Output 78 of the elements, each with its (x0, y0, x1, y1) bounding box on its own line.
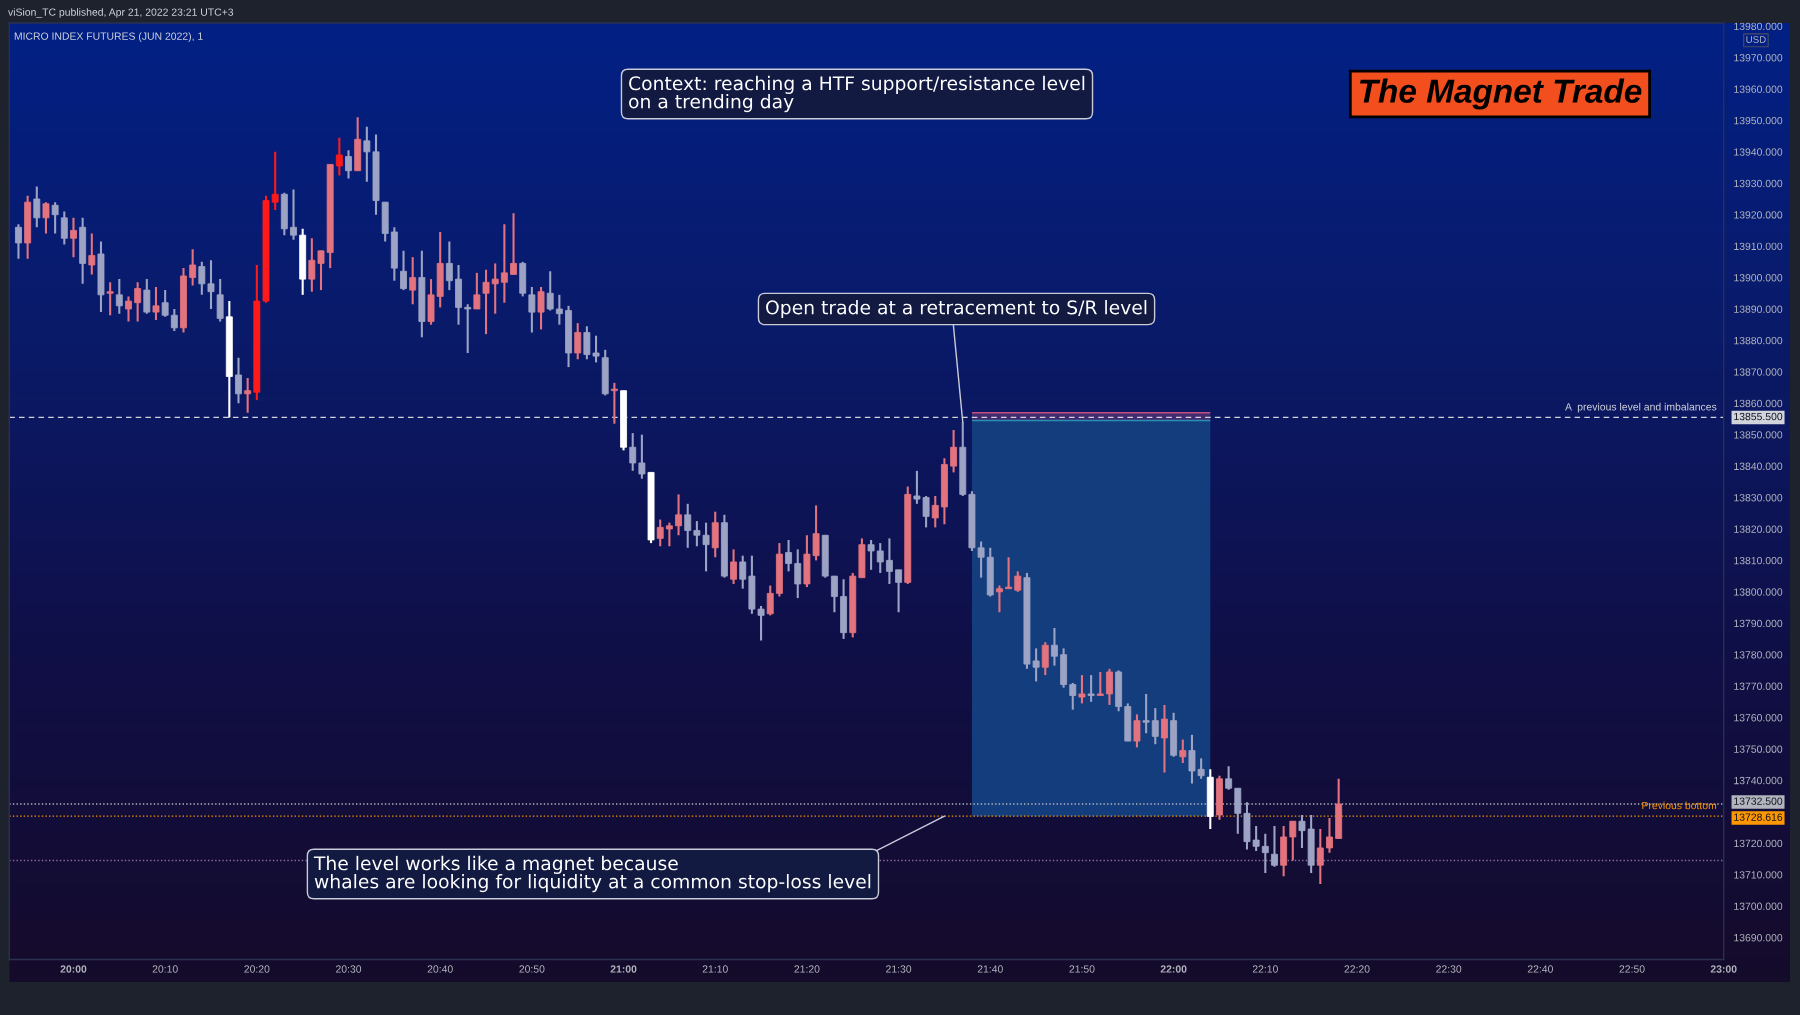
candlestick (473, 271, 481, 311)
candlestick (1133, 713, 1141, 749)
y-tick-label: 13720.000 (1734, 839, 1783, 848)
y-tick-label: 13900.000 (1734, 274, 1783, 282)
y-tick-label: 13770.000 (1734, 682, 1783, 690)
y-tick-label: 13810.000 (1734, 556, 1783, 565)
y-tick-label: 13710.000 (1734, 871, 1783, 879)
annotation: Context: reaching a HTF support/resistance level on a trending day (629, 75, 1085, 113)
candlestick (1096, 670, 1104, 697)
candlestick (1087, 674, 1095, 703)
candlestick (610, 381, 618, 425)
x-tick-label: 21:00 (610, 965, 637, 973)
x-tick-label: 22:50 (1619, 965, 1645, 973)
x-tick-label: 22:40 (1527, 965, 1553, 973)
candlestick (106, 281, 114, 317)
y-tick-label: 13920.000 (1734, 211, 1783, 219)
annotation: Open trade at a retracement to S/R level (766, 299, 1147, 319)
y-tick-label: 13910.000 (1734, 242, 1783, 250)
x-tick-label: 21:20 (794, 965, 820, 973)
x-tick-label: 22:20 (1344, 965, 1370, 973)
y-tick-label: 13740.000 (1734, 776, 1783, 785)
y-tick-label: 13690.000 (1734, 934, 1783, 942)
candlestick (216, 278, 224, 323)
y-tick-label: 13950.000 (1734, 116, 1783, 125)
y-tick-label: 13880.000 (1734, 336, 1783, 345)
text: MICRO INDEX FUTURES (JUN 2022), 1 (14, 32, 203, 42)
x-tick-label: 21:30 (886, 965, 912, 973)
y-tick-label: 13960.000 (1734, 85, 1783, 93)
candlestick (152, 285, 160, 322)
y-tick-label: 13780.000 (1734, 651, 1783, 659)
y-tick-label: 13840.000 (1734, 462, 1783, 470)
y-tick-label: 13728.616 (1734, 813, 1783, 821)
x-tick-label: 21:10 (702, 965, 728, 973)
x-tick-label: 20:20 (244, 965, 270, 973)
candlestick (1005, 556, 1013, 590)
candlestick (537, 285, 545, 331)
y-axis-title: USD (1746, 36, 1766, 43)
x-tick-label: 20:50 (519, 965, 545, 973)
ref-line-label: Previous bottom (1642, 801, 1717, 810)
candlestick (161, 289, 169, 318)
x-tick-label: 22:00 (1160, 965, 1187, 973)
y-tick-label: 13860.000 (1734, 399, 1783, 408)
y-tick-label: 13830.000 (1734, 494, 1783, 502)
text: viSion_TC published, Apr 21, 2022 23:21 UTC+3 (8, 8, 234, 18)
candlestick (867, 538, 875, 571)
candlestick (1142, 692, 1150, 735)
x-tick-label: 20:40 (427, 965, 453, 973)
y-tick-label: 13930.000 (1734, 179, 1783, 188)
candlestick (638, 433, 646, 480)
annotation: The level works like a magnet because whales are looking for liquidity at a common stop-loss level (313, 855, 871, 893)
y-tick-label: 13750.000 (1734, 745, 1783, 753)
candlestick (1078, 674, 1086, 705)
x-tick-label: 21:40 (977, 965, 1003, 973)
y-tick-label: 13800.000 (1734, 588, 1783, 596)
x-tick-label: 23:00 (1710, 965, 1737, 973)
y-tick-label: 13700.000 (1734, 902, 1783, 910)
candlestick (665, 521, 673, 548)
y-tick-label: 13870.000 (1734, 368, 1783, 376)
y-tick-label: 13940.000 (1734, 148, 1783, 156)
x-tick-label: 22:30 (1436, 965, 1462, 973)
y-tick-label: 13790.000 (1734, 619, 1783, 628)
y-tick-label: 13890.000 (1734, 305, 1783, 313)
x-tick-label: 22:10 (1252, 965, 1278, 973)
x-tick-label: 20:10 (152, 965, 178, 973)
x-tick-label: 20:00 (60, 965, 87, 973)
y-tick-label: 13760.000 (1734, 714, 1783, 722)
y-tick-label: 13980.000 (1734, 22, 1783, 31)
candlestick (464, 303, 472, 355)
candlestick (528, 285, 536, 334)
text: The Magnet Trade (1360, 78, 1642, 110)
y-tick-label: 13820.000 (1734, 525, 1783, 533)
ref-line-label: A previous level and imbalances (1565, 402, 1717, 413)
y-tick-label: 13850.000 (1734, 431, 1783, 439)
x-tick-label: 20:30 (336, 965, 362, 973)
y-tick-label: 13855.500 (1734, 412, 1783, 421)
y-tick-label: 13970.000 (1734, 54, 1783, 62)
x-tick-label: 21:50 (1069, 965, 1095, 973)
y-tick-label: 13732.500 (1734, 797, 1783, 805)
